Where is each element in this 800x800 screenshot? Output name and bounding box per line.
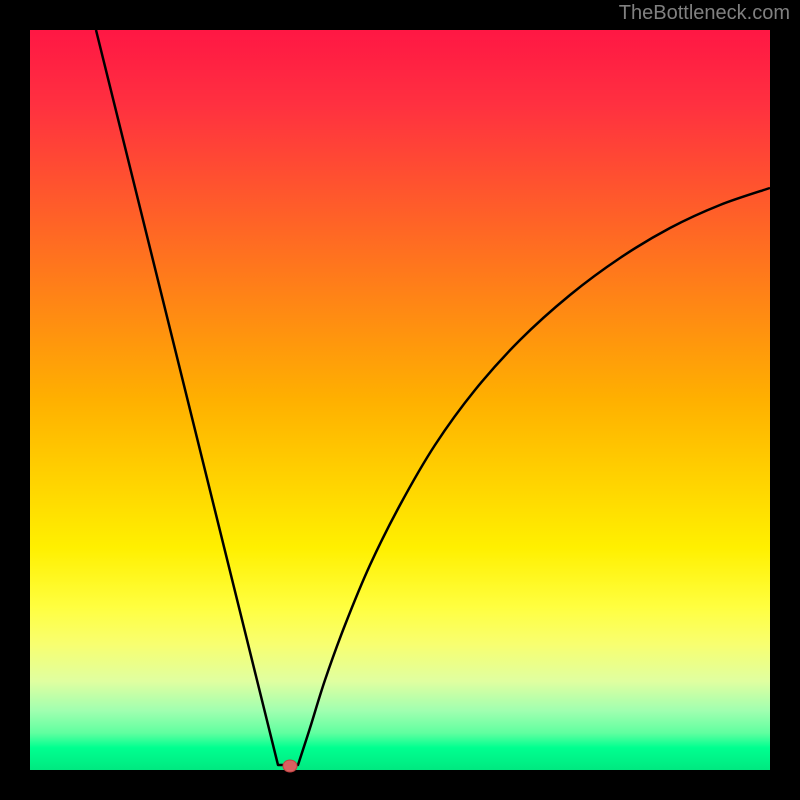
- bottleneck-curve: [96, 30, 770, 765]
- chart-container: TheBottleneck.com: [0, 0, 800, 800]
- curve-overlay: [0, 0, 800, 800]
- bottleneck-marker: [283, 760, 297, 772]
- watermark-text: TheBottleneck.com: [619, 2, 790, 25]
